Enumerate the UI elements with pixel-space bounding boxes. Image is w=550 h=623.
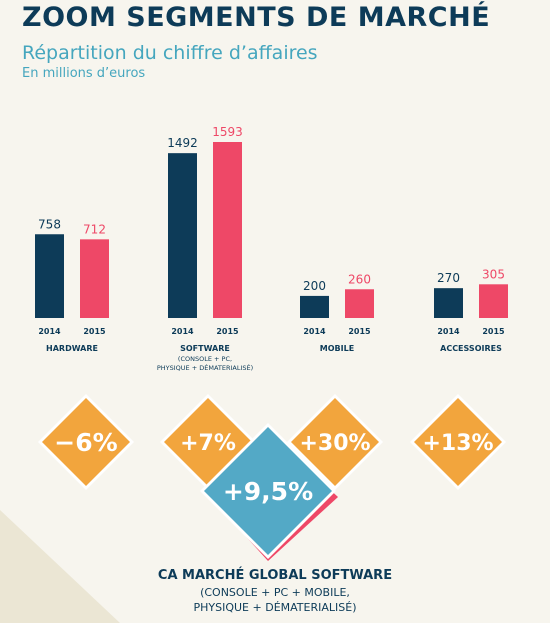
global-growth-diamond (204, 427, 332, 555)
category-label-hardware: HARDWARE (46, 344, 98, 353)
year-label-accessoires-2014: 2014 (437, 327, 460, 336)
page-title: ZOOM SEGMENTS DE MARCHÉ (22, 2, 491, 33)
global-software-sub-line-2: PHYSIQUE + DÉMATERIALISÉ) (193, 601, 357, 614)
bar-hardware-2015 (80, 239, 109, 318)
chart-subtitle: Répartition du chiffre d’affaires (22, 42, 318, 64)
category-label-software: SOFTWARE (180, 344, 230, 353)
global-growth-diamond-label: +9,5% (223, 477, 313, 506)
bar-accessoires-2015 (479, 284, 508, 318)
value-label-software-2014: 1492 (167, 136, 198, 150)
year-label-software-2015: 2015 (216, 327, 239, 336)
bar-mobile-2014 (300, 295, 329, 318)
value-label-hardware-2014: 758 (38, 217, 61, 231)
year-label-mobile-2015: 2015 (348, 327, 371, 336)
value-label-hardware-2015: 712 (83, 222, 106, 236)
value-label-accessoires-2014: 270 (437, 271, 460, 285)
growth-diamond-mobile (291, 398, 379, 486)
year-label-software-2014: 2014 (171, 327, 194, 336)
global-software-title: CA MARCHÉ GLOBAL SOFTWARE (157, 568, 393, 583)
bar-software-2015 (213, 142, 242, 318)
growth-diamond-accessoires-label: +13% (422, 431, 493, 456)
global-software-sub-line-1: (CONSOLE + PC + MOBILE, (200, 586, 350, 599)
growth-diamond-hardware-label: −6% (54, 428, 117, 457)
growth-diamond-mobile-label: +30% (299, 431, 370, 456)
category-sublabel-software-2: PHYSIQUE + DÉMATERIALISÉ) (157, 363, 253, 372)
bar-accessoires-2014 (434, 288, 463, 318)
year-label-hardware-2014: 2014 (38, 327, 61, 336)
value-label-mobile-2014: 200 (303, 279, 326, 293)
year-label-mobile-2014: 2014 (303, 327, 326, 336)
year-label-accessoires-2015: 2015 (482, 327, 505, 336)
value-label-software-2015: 1593 (212, 125, 243, 139)
category-label-accessoires: ACCESSOIRES (440, 344, 502, 353)
category-sublabel-software-1: (CONSOLE + PC, (178, 355, 232, 363)
bar-hardware-2014 (35, 234, 64, 318)
growth-diamond-hardware (42, 398, 130, 486)
growth-diamond-accessoires (414, 398, 502, 486)
value-label-mobile-2015: 260 (348, 272, 371, 286)
value-label-accessoires-2015: 305 (482, 267, 505, 281)
bar-software-2014 (168, 153, 197, 318)
bar-mobile-2015 (345, 289, 374, 318)
year-label-hardware-2015: 2015 (83, 327, 106, 336)
category-label-mobile: MOBILE (320, 344, 354, 353)
unit-label: En millions d’euros (22, 66, 146, 81)
growth-diamond-software-label: +7% (180, 431, 236, 456)
